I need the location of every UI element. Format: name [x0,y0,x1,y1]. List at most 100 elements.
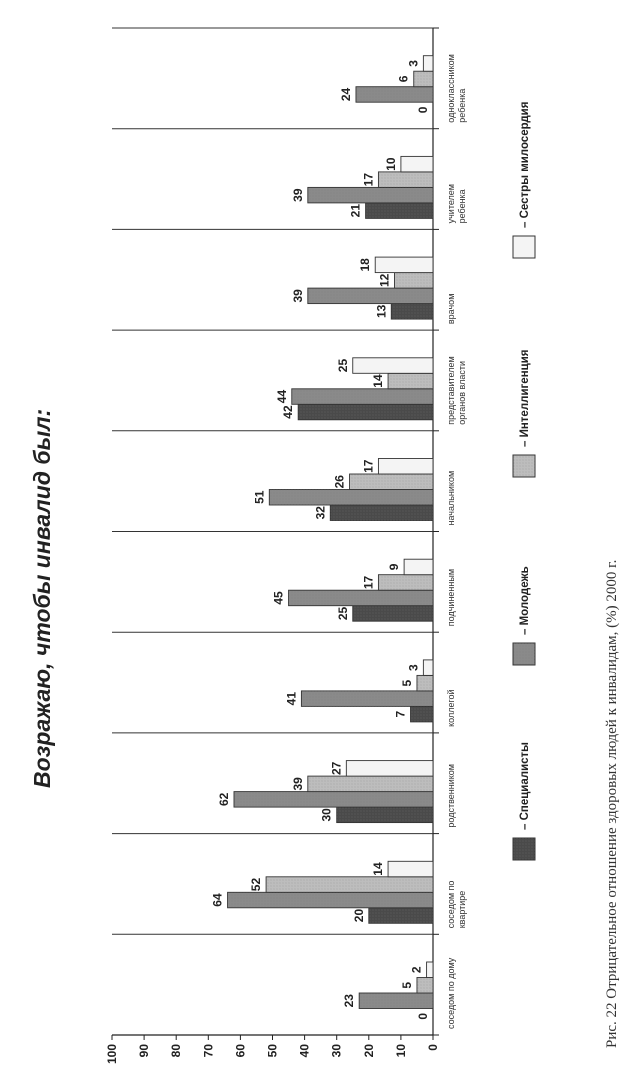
category-label-line: органов власти [457,361,467,425]
data-label: 10 [384,157,398,171]
category-label: подчиненным [446,569,456,626]
bar-texture [307,187,433,203]
category-label-line: ребенка [457,189,467,223]
chart-title: Возражаю, чтобы инвалид был: [29,409,55,788]
data-label: 42 [281,405,295,419]
bar-texture [288,590,433,606]
legend-label: – Сестры милосердия [519,102,531,228]
bar [374,256,434,274]
data-label: 39 [291,188,305,202]
category-label-line: ребенка [457,89,467,123]
data-label: 21 [349,204,363,218]
figure-caption: Рис. 22 Отрицательное отношение здоровых… [604,560,620,1048]
category-label-line: врачом [446,294,456,324]
data-label: 25 [336,359,350,373]
data-label: 6 [397,75,411,82]
data-label: 44 [275,390,289,404]
bar-texture [298,404,433,420]
bar-texture [233,791,433,808]
category-label-line: учителем [446,184,456,223]
bar [422,659,434,676]
bar-texture [266,876,433,893]
data-label: 3 [406,60,420,67]
bar [345,760,434,777]
legend-swatch-texture [513,838,535,860]
data-label: 3 [406,664,420,671]
data-label: 39 [291,289,305,303]
category-label-line: коллегой [446,689,456,726]
category-label-line: квартире [457,891,467,929]
bar-texture [394,272,433,289]
category-label-line: одноклассником [446,54,456,123]
bar-texture [336,807,433,823]
bar-texture [410,706,433,722]
data-label: 12 [377,273,391,287]
bar-texture [349,474,433,490]
data-label: 39 [291,777,305,791]
value-tick-label: 60 [233,1044,247,1058]
bar-texture [355,86,433,103]
bar [387,860,434,878]
value-tick-label: 40 [298,1044,312,1058]
bar-texture [368,907,433,924]
bar-texture [307,776,433,792]
bar-texture [416,977,433,993]
legend-label: – Интеллигенция [519,350,531,448]
data-label: 26 [333,475,347,489]
data-label: 17 [361,173,375,187]
category-label: одноклассникомребенка [446,54,467,123]
bar [422,55,434,72]
data-label: 7 [394,710,408,717]
bar-texture [413,71,433,87]
category-label-line: соседом по [446,881,456,929]
category-label-line: соседом по дому [446,957,456,1029]
data-label: 30 [320,808,334,822]
category-label: представителеморганов власти [446,356,467,424]
value-tick-label: 90 [137,1044,151,1058]
data-label: 5 [400,679,414,686]
bar-texture [416,675,433,691]
bar-texture [365,202,433,219]
data-label: 17 [361,459,375,473]
data-label: 13 [374,304,388,318]
category-label: учителемребенка [446,184,467,223]
data-label: 23 [342,994,356,1008]
category-label: соседом по дому [446,957,456,1029]
bar-texture [269,489,433,505]
bar-texture [378,171,433,188]
category-label-line: представителем [446,356,456,424]
data-label: 64 [211,893,225,907]
category-label: начальником [446,471,456,526]
data-label: 45 [272,591,286,605]
data-label: 32 [313,506,327,520]
data-label: 5 [400,982,414,989]
data-label: 14 [371,374,385,388]
value-tick-label: 80 [169,1044,183,1058]
bar-texture [227,892,433,908]
value-tick-label: 70 [201,1044,215,1058]
bar-texture [307,288,433,304]
data-label: 62 [217,792,231,806]
legend-swatch [512,235,536,259]
bar-texture [378,574,433,591]
legend-swatch-texture [513,455,535,477]
category-label-line: подчиненным [446,569,456,626]
legend: – Специалисты – Молодежь – Интеллигенция – … [512,102,536,861]
data-label: 51 [252,490,266,504]
bar-texture [352,605,433,622]
legend-label: – Специалисты [519,742,531,830]
data-label: 20 [352,909,366,923]
bar [403,558,434,576]
value-tick-label: 20 [362,1044,376,1058]
value-tick-label: 100 [105,1044,119,1064]
value-tick-label: 50 [266,1044,280,1058]
value-tick-label: 30 [330,1044,344,1058]
category-label: коллегой [446,689,456,726]
bar [377,458,434,475]
value-tick-label: 10 [394,1044,408,1058]
bar [400,155,434,173]
data-label: 27 [329,761,343,775]
bar-texture [359,993,433,1009]
